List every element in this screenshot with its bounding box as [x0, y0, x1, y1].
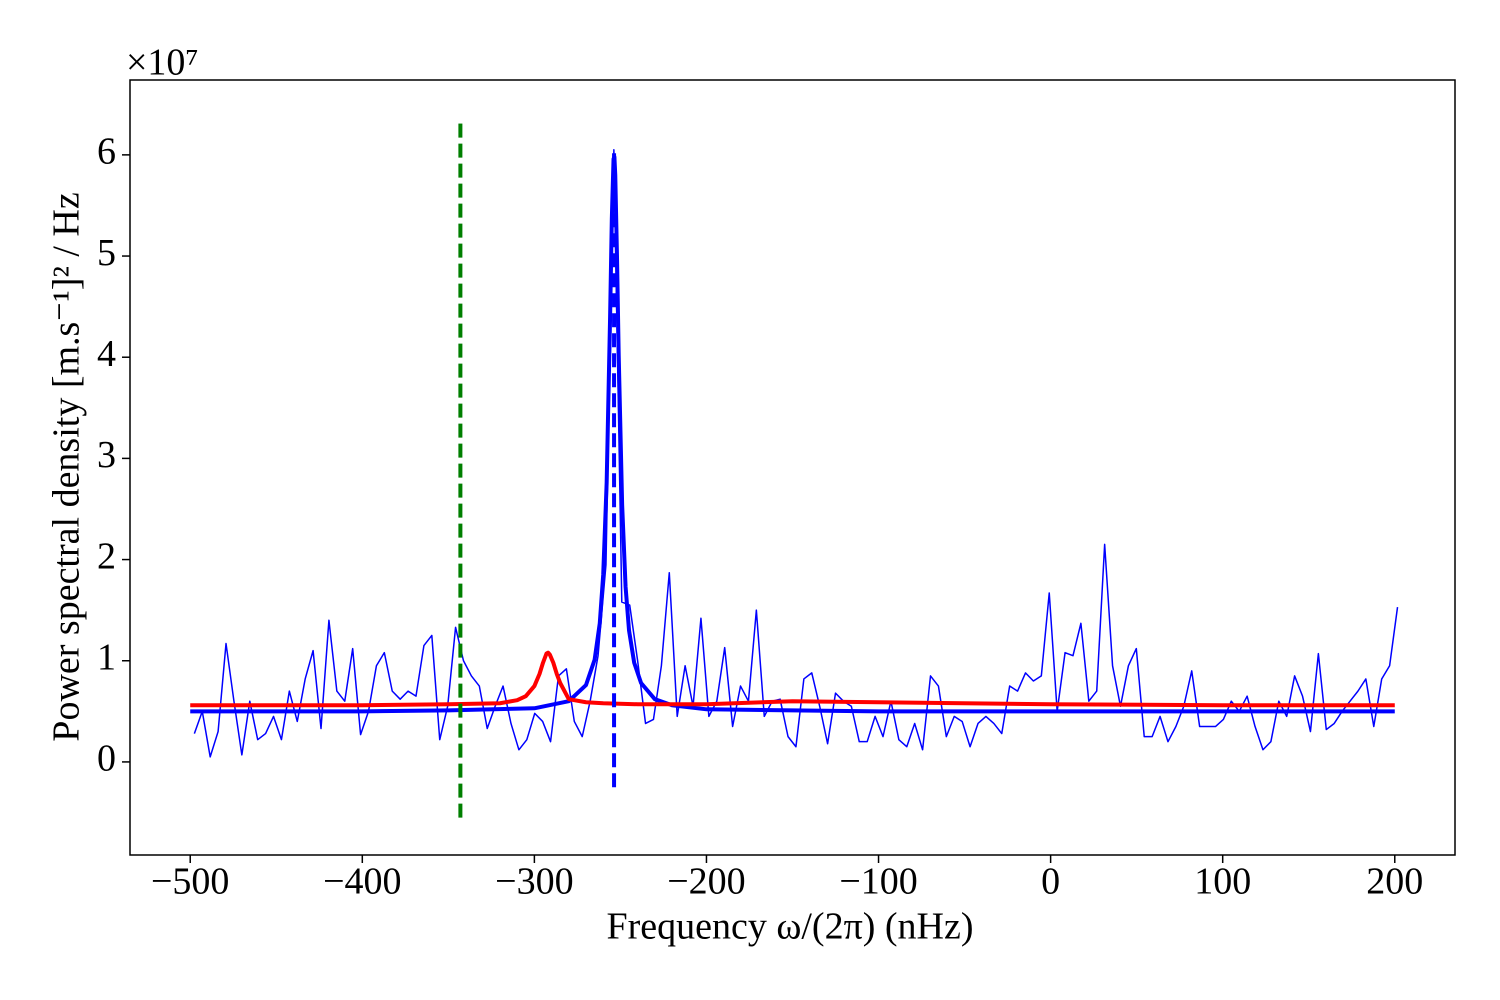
y-tick-label: 4 [97, 333, 116, 375]
series-line [193, 149, 1399, 758]
x-tick-label: 100 [1194, 861, 1251, 903]
series-line [190, 650, 1395, 708]
plot-frame [129, 79, 1456, 856]
x-tick-label: 200 [1366, 861, 1423, 903]
y-tick-label: 6 [97, 131, 116, 173]
x-tick-label: −100 [839, 861, 917, 903]
x-tick-label: −200 [667, 861, 745, 903]
offset-label: ×10⁷ [126, 42, 199, 84]
y-tick-label: 2 [97, 535, 116, 577]
x-axis-label: Frequency ω/(2π) (nHz) [606, 906, 973, 948]
x-tick-label: −400 [323, 861, 401, 903]
y-tick-label: 0 [97, 738, 116, 780]
y-axis-label: Power spectral density [m.s⁻¹]² / Hz [46, 192, 88, 741]
y-tick-label: 5 [97, 232, 116, 274]
x-tick-label: −500 [151, 861, 229, 903]
y-tick-label: 1 [97, 636, 116, 678]
x-tick-label: −300 [495, 861, 573, 903]
y-tick-label: 3 [97, 434, 116, 476]
series-line [190, 154, 1395, 714]
x-tick-label: 0 [1041, 861, 1060, 903]
